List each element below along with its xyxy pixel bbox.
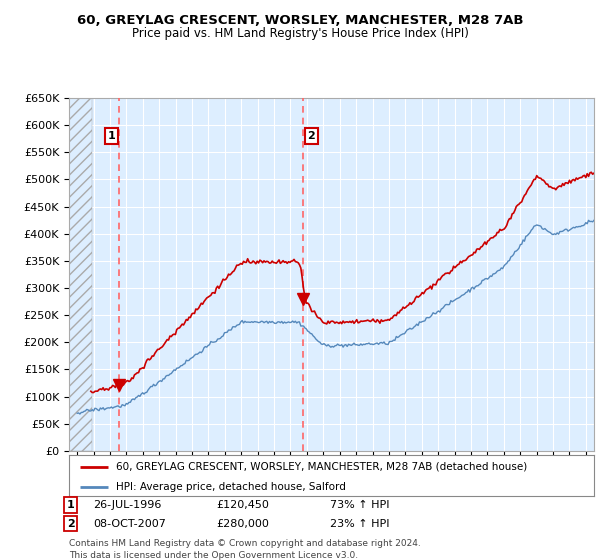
- Text: 1: 1: [67, 500, 74, 510]
- Text: 60, GREYLAG CRESCENT, WORSLEY, MANCHESTER, M28 7AB: 60, GREYLAG CRESCENT, WORSLEY, MANCHESTE…: [77, 14, 523, 27]
- Text: 08-OCT-2007: 08-OCT-2007: [93, 519, 166, 529]
- Text: £280,000: £280,000: [216, 519, 269, 529]
- Text: HPI: Average price, detached house, Salford: HPI: Average price, detached house, Salf…: [116, 482, 346, 492]
- Bar: [69, 98, 92, 451]
- Text: 26-JUL-1996: 26-JUL-1996: [93, 500, 161, 510]
- Text: Price paid vs. HM Land Registry's House Price Index (HPI): Price paid vs. HM Land Registry's House …: [131, 27, 469, 40]
- Text: 2: 2: [67, 519, 74, 529]
- Text: 73% ↑ HPI: 73% ↑ HPI: [330, 500, 389, 510]
- Text: 2: 2: [307, 131, 315, 141]
- Text: 60, GREYLAG CRESCENT, WORSLEY, MANCHESTER, M28 7AB (detached house): 60, GREYLAG CRESCENT, WORSLEY, MANCHESTE…: [116, 461, 527, 472]
- Text: Contains HM Land Registry data © Crown copyright and database right 2024.
This d: Contains HM Land Registry data © Crown c…: [69, 539, 421, 559]
- Text: 1: 1: [107, 131, 115, 141]
- Text: 23% ↑ HPI: 23% ↑ HPI: [330, 519, 389, 529]
- Text: £120,450: £120,450: [216, 500, 269, 510]
